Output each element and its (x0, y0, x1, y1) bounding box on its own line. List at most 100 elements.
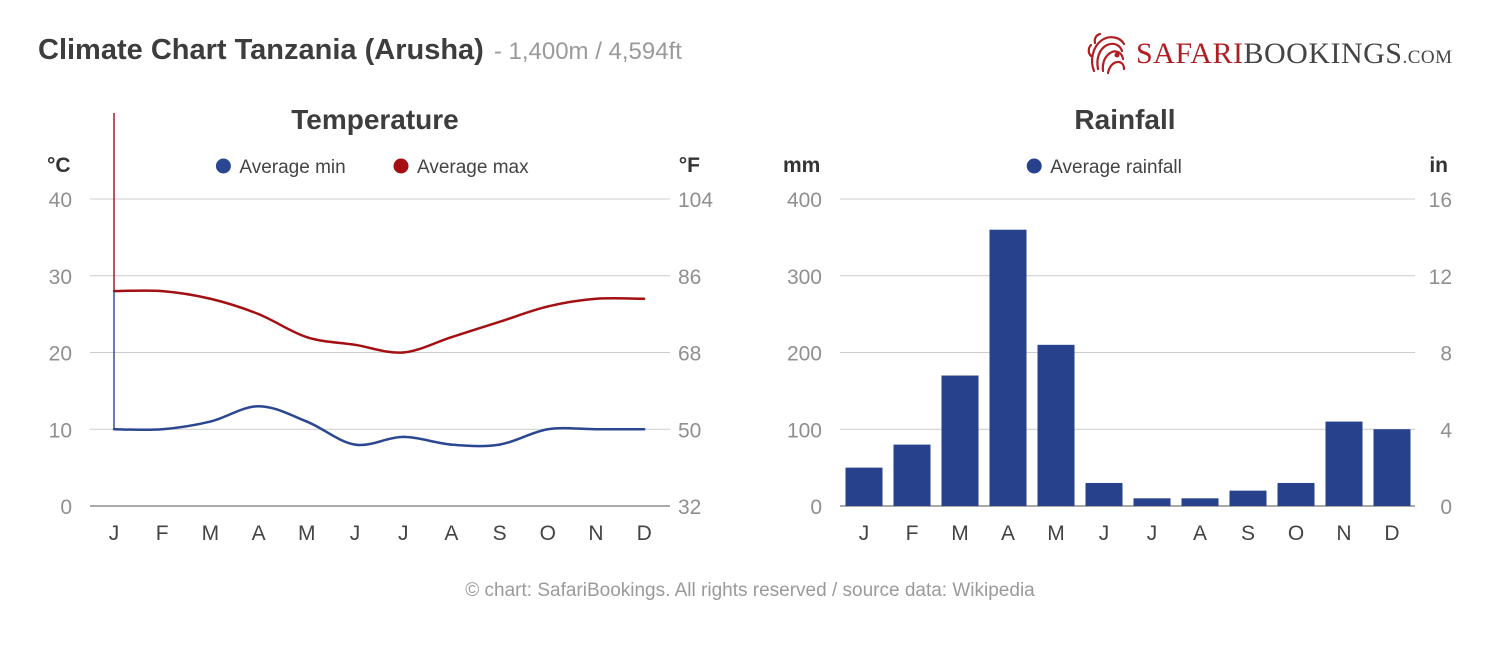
y-right-tick-label: 0 (1440, 496, 1452, 519)
data-point (305, 420, 308, 423)
data-point (353, 343, 357, 347)
rainfall-chart: Rainfall mm in 0 0 100 4 200 8 300 12 400 16 J F M A M J J A… (783, 104, 1452, 545)
x-tick-label: M (951, 522, 969, 545)
rainfall-bar (1229, 490, 1267, 506)
data-point (450, 335, 453, 339)
x-tick-label: J (1147, 522, 1158, 545)
rainfall-bar (1037, 344, 1075, 506)
rainfall-bar (1277, 482, 1315, 506)
rainfall-bar (845, 467, 883, 506)
legend-marker (1026, 158, 1042, 174)
left-axis-unit: °C (47, 154, 71, 177)
data-point (498, 320, 501, 323)
brand-word-bookings: BOOKINGS (1243, 37, 1403, 70)
legend-label: Average max (417, 157, 529, 178)
legend-marker (393, 158, 409, 174)
y-right-tick-label: 32 (678, 496, 701, 519)
y-tick-label: 0 (810, 496, 822, 519)
chart-title: Temperature (291, 104, 459, 135)
data-point (450, 443, 453, 446)
x-tick-label: N (1336, 522, 1351, 545)
y-tick-label: 30 (49, 266, 72, 289)
series-line (113, 289, 645, 354)
data-point (498, 443, 501, 446)
y-tick-label: 40 (49, 189, 72, 212)
y-right-tick-label: 4 (1440, 419, 1452, 442)
x-tick-label: F (156, 522, 169, 545)
x-tick-label: A (1001, 522, 1015, 545)
data-point (594, 428, 598, 431)
right-axis-unit: °F (679, 154, 700, 177)
data-point (161, 428, 164, 431)
y-tick-label: 400 (787, 189, 822, 212)
y-right-tick-label: 68 (678, 343, 701, 366)
x-tick-label: O (540, 522, 556, 545)
rainfall-bar (1325, 421, 1363, 506)
brand-logo[interactable]: SAFARIBOOKINGS.COM (1086, 30, 1453, 78)
brand-word-safari: SAFARI (1136, 37, 1244, 70)
rainfall-bar (1085, 482, 1123, 506)
x-tick-label: J (859, 522, 870, 545)
x-tick-label: O (1288, 522, 1304, 545)
legend-label: Average min (239, 157, 345, 178)
temperature-chart: Temperature °C °F 0 32 10 50 20 68 30 86 40 104 J F M A M… (47, 104, 713, 545)
x-tick-label: A (1193, 522, 1207, 545)
lion-head-icon (1087, 32, 1126, 75)
x-tick-label: N (588, 522, 603, 545)
y-tick-label: 0 (60, 496, 72, 519)
y-right-tick-label: 16 (1429, 189, 1452, 212)
data-point (402, 435, 405, 439)
rainfall-bar (1133, 498, 1171, 506)
rainfall-bar (941, 375, 979, 506)
y-right-tick-label: 8 (1440, 343, 1452, 366)
rainfall-bar (1181, 498, 1219, 506)
legend-label: Average rainfall (1050, 157, 1182, 178)
page-subtitle: - 1,400m / 4,594ft (493, 38, 682, 65)
data-point (305, 335, 308, 339)
y-tick-label: 20 (49, 343, 72, 366)
y-tick-label: 300 (787, 266, 822, 289)
data-point (161, 289, 164, 293)
left-axis-unit: mm (783, 154, 820, 177)
rainfall-bar (1373, 429, 1411, 506)
legend-marker (215, 158, 231, 174)
x-tick-label: J (350, 522, 361, 545)
x-tick-label: F (906, 522, 919, 545)
x-tick-label: S (1241, 522, 1255, 545)
x-tick-label: A (444, 522, 458, 545)
data-point (546, 428, 549, 431)
data-point (257, 312, 260, 316)
data-point (209, 297, 212, 300)
y-tick-label: 200 (787, 343, 822, 366)
rainfall-bar (893, 444, 931, 506)
chart-title: Rainfall (1074, 104, 1175, 135)
chart-footer: © chart: SafariBookings. All rights rese… (465, 580, 1035, 601)
y-right-tick-label: 104 (678, 189, 713, 212)
y-right-tick-label: 12 (1429, 266, 1452, 289)
data-point (353, 443, 357, 446)
page-title: Climate Chart Tanzania (Arusha) (38, 34, 484, 66)
data-point (643, 297, 646, 300)
data-point (594, 297, 598, 300)
x-tick-label: A (252, 522, 266, 545)
x-tick-label: J (1099, 522, 1110, 545)
x-tick-label: J (109, 522, 120, 545)
right-axis-unit: in (1429, 154, 1448, 177)
brand-word-domain: .COM (1402, 47, 1453, 68)
x-tick-label: M (298, 522, 316, 545)
data-point (257, 405, 260, 408)
data-point (546, 305, 549, 308)
x-tick-label: S (493, 522, 507, 545)
data-point (643, 428, 646, 431)
x-tick-label: M (202, 522, 220, 545)
series-line (113, 404, 645, 448)
x-tick-label: J (398, 522, 409, 545)
chart-header: Climate Chart Tanzania (Arusha) - 1,400m … (38, 34, 682, 67)
x-tick-label: M (1047, 522, 1065, 545)
data-point (209, 420, 212, 423)
y-right-tick-label: 50 (678, 419, 701, 442)
x-tick-label: D (637, 522, 652, 545)
rainfall-bar (989, 229, 1027, 506)
y-right-tick-label: 86 (678, 266, 701, 289)
